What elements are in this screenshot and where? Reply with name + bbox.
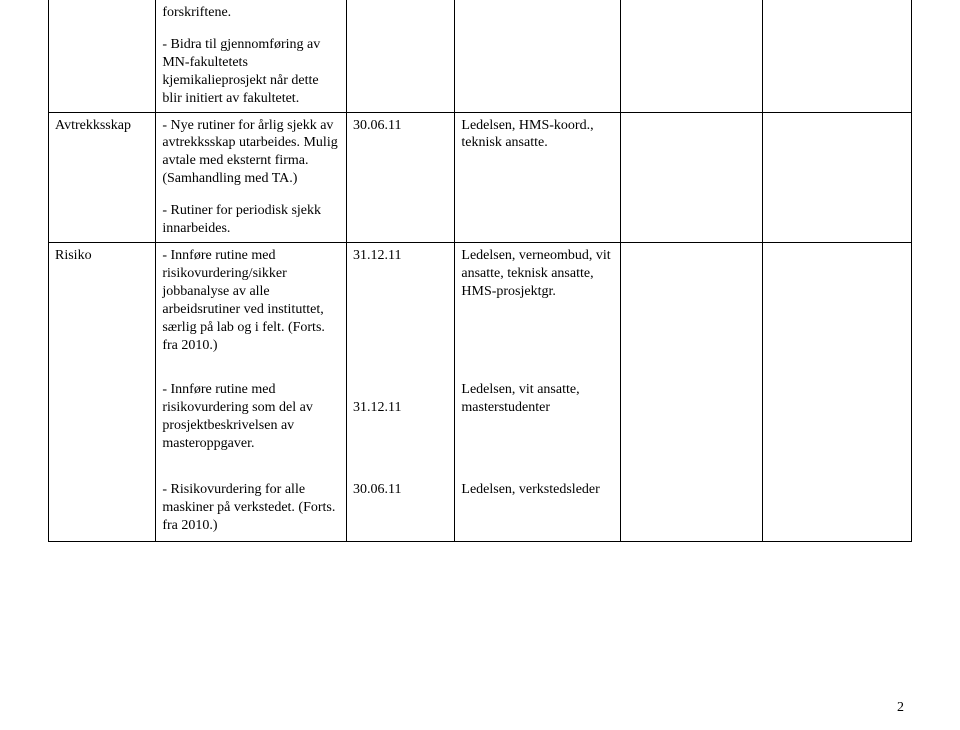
cell-text: Ledelsen, vit ansatte, masterstudenter <box>461 382 579 415</box>
cell-col3: 30.06.11 <box>347 112 455 242</box>
cell-text: 30.06.11 <box>353 482 401 497</box>
document-table: forskriftene. - Bidra til gjennomføring … <box>48 0 912 542</box>
page: forskriftene. - Bidra til gjennomføring … <box>0 0 960 730</box>
cell-text: Ledelsen, verneombud, vit ansatte, tekni… <box>461 248 610 299</box>
cell-text: Risiko <box>55 248 92 263</box>
cell-text: Ledelsen, verkstedsleder <box>461 482 599 497</box>
cell-col6 <box>763 242 912 541</box>
table-row: Avtrekksskap - Nye rutiner for årlig sje… <box>49 112 912 242</box>
cell-paragraph: - Innføre rutine med risikovurdering/sik… <box>162 248 325 353</box>
cell-text: 30.06.11 <box>353 118 401 133</box>
cell-paragraph: - Risikovurdering for alle maskiner på v… <box>162 482 335 533</box>
cell-paragraph: forskriftene. <box>162 4 340 22</box>
cell-text: Ledelsen, HMS-koord., teknisk ansatte. <box>461 118 593 151</box>
cell-text: 31.12.11 <box>353 400 401 415</box>
table-row: Risiko - Innføre rutine med risikovurder… <box>49 242 912 541</box>
page-number: 2 <box>897 700 904 716</box>
cell-col2: forskriftene. - Bidra til gjennomføring … <box>156 0 347 112</box>
cell-paragraph: - Bidra til gjennomføring av MN-fakultet… <box>162 36 340 108</box>
cell-text: Avtrekksskap <box>55 118 131 133</box>
cell-paragraph: - Innføre rutine med risikovurdering som… <box>162 382 312 451</box>
cell-col4: Ledelsen, verneombud, vit ansatte, tekni… <box>455 242 621 541</box>
cell-col5 <box>620 242 762 541</box>
cell-col1: Risiko <box>49 242 156 541</box>
cell-col2: - Innføre rutine med risikovurdering/sik… <box>156 242 347 541</box>
cell-paragraph: - Rutiner for periodisk sjekk innarbeide… <box>162 202 340 238</box>
cell-col3 <box>347 0 455 112</box>
cell-paragraph: - Nye rutiner for årlig sjekk av avtrekk… <box>162 117 340 189</box>
cell-col4 <box>455 0 621 112</box>
cell-col1: Avtrekksskap <box>49 112 156 242</box>
cell-col5 <box>620 112 762 242</box>
cell-col4: Ledelsen, HMS-koord., teknisk ansatte. <box>455 112 621 242</box>
cell-text: 31.12.11 <box>353 248 401 263</box>
cell-col3: 31.12.11 31.12.11 30.06.11 <box>347 242 455 541</box>
cell-col5 <box>620 0 762 112</box>
cell-col2: - Nye rutiner for årlig sjekk av avtrekk… <box>156 112 347 242</box>
cell-col6 <box>763 0 912 112</box>
cell-col6 <box>763 112 912 242</box>
table-row: forskriftene. - Bidra til gjennomføring … <box>49 0 912 112</box>
cell-col1 <box>49 0 156 112</box>
